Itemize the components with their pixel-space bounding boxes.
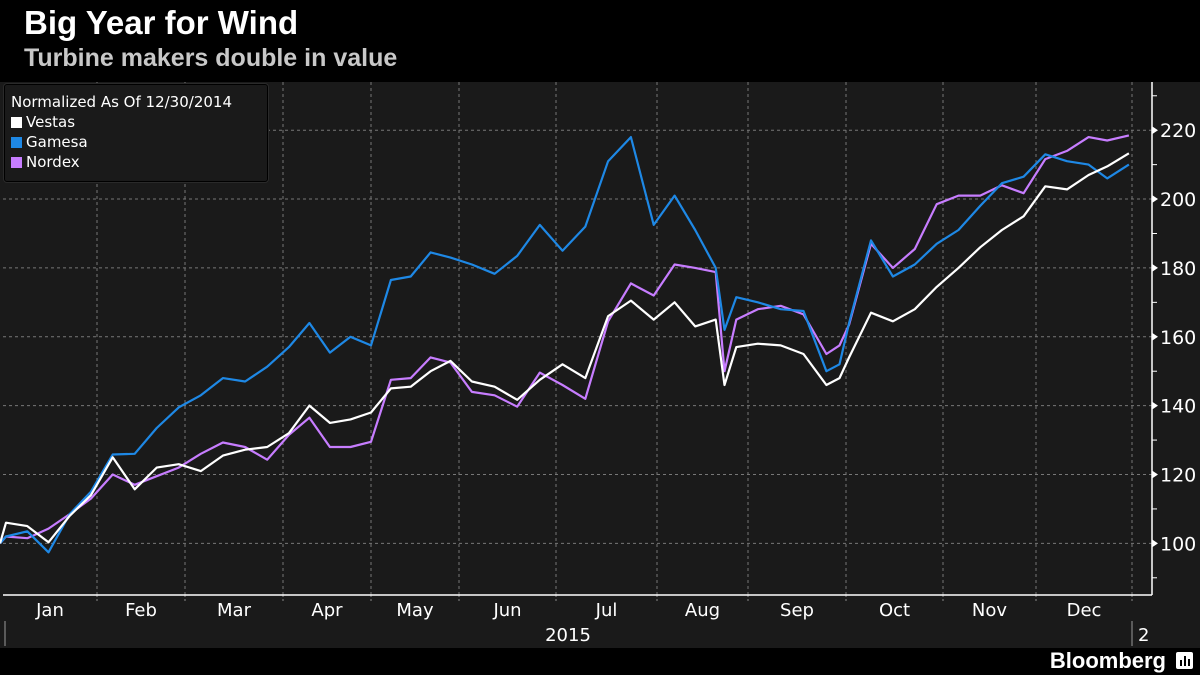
year-label: 2015 <box>545 625 591 646</box>
y-tick-label: 220 <box>1160 120 1196 142</box>
y-tick-label: 180 <box>1160 258 1196 280</box>
x-tick-label: Nov <box>972 600 1007 621</box>
x-tick-label: Mar <box>217 600 252 621</box>
legend-label: Vestas <box>26 113 76 131</box>
y-tick-mark <box>1152 332 1158 341</box>
y-tick-label: 100 <box>1160 533 1196 555</box>
x-tick-label: Aug <box>685 600 720 621</box>
y-tick-mark <box>1152 195 1158 204</box>
legend-title: Normalized As Of 12/30/2014 <box>11 93 232 111</box>
chart-header: Big Year for Wind Turbine makers double … <box>0 0 1200 82</box>
x-tick-label: Jun <box>492 600 521 621</box>
footer: Bloomberg <box>0 648 1200 675</box>
legend-item-nordex: Nordex <box>11 153 80 171</box>
legend-swatch <box>11 116 22 128</box>
y-tick-mark <box>1152 470 1158 479</box>
y-tick-mark <box>1152 539 1158 548</box>
chart-title: Big Year for Wind <box>24 4 299 41</box>
legend-swatch <box>11 156 22 168</box>
x-tick-label: Apr <box>311 600 343 621</box>
next-year-label: 2 <box>1138 625 1149 646</box>
x-tick-label: Jan <box>35 600 64 621</box>
bar-chart-icon <box>1176 652 1193 669</box>
x-tick-label: Dec <box>1067 600 1102 621</box>
x-tick-label: Sep <box>780 600 814 621</box>
legend-label: Gamesa <box>26 133 88 151</box>
series-line-nordex <box>0 134 1130 545</box>
legend: Normalized As Of 12/30/2014 Vestas Games… <box>4 84 268 182</box>
x-tick-label: Feb <box>125 600 157 621</box>
legend-swatch <box>11 136 22 148</box>
y-tick-mark <box>1152 263 1158 272</box>
legend-item-gamesa: Gamesa <box>11 133 88 151</box>
x-tick-label: Oct <box>879 600 910 621</box>
legend-item-vestas: Vestas <box>11 113 75 131</box>
y-tick-label: 140 <box>1160 396 1196 418</box>
y-tick-label: 160 <box>1160 327 1196 349</box>
series-line-vestas <box>0 152 1130 544</box>
legend-label: Nordex <box>26 153 80 171</box>
y-tick-mark <box>1152 126 1158 135</box>
series-line-gamesa <box>0 136 1130 554</box>
bloomberg-logo: Bloomberg <box>1049 648 1166 673</box>
y-tick-label: 200 <box>1160 189 1196 211</box>
y-tick-mark <box>1152 401 1158 410</box>
x-tick-label: May <box>396 600 434 621</box>
x-tick-label: Jul <box>595 600 618 621</box>
y-tick-label: 120 <box>1160 464 1196 486</box>
chart-subtitle: Turbine makers double in value <box>24 44 398 72</box>
